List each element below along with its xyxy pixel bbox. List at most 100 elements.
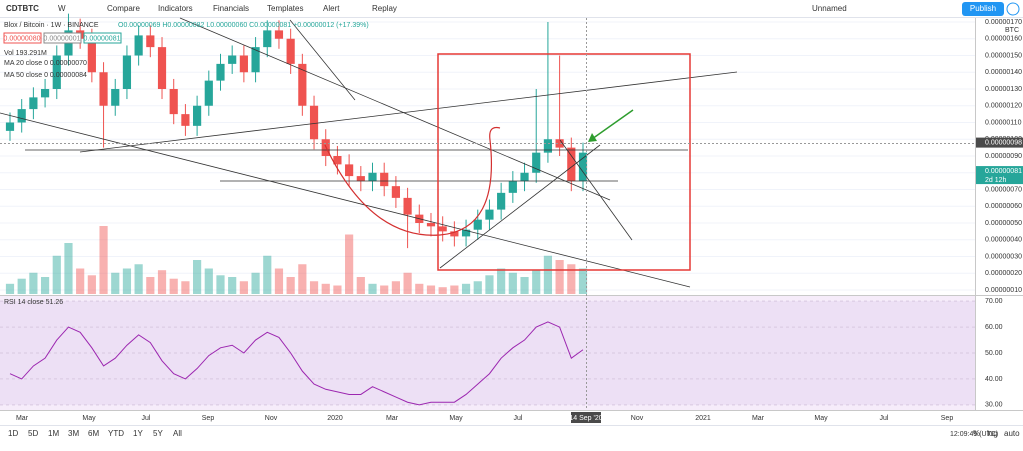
currency-label: BTC (1005, 27, 1019, 34)
drawings (0, 17, 975, 410)
range-button[interactable]: 6M (88, 429, 99, 438)
volume-bar (415, 283, 424, 294)
range-button[interactable]: YTD (108, 429, 124, 438)
volume-bar (29, 272, 38, 294)
range-button[interactable]: 5D (28, 429, 38, 438)
candle-body (5, 122, 15, 131)
candle-body (543, 139, 553, 153)
clock: 12:09:45 (UTC) (950, 431, 998, 438)
legend-rsi: RSI 14 close 51.26 (4, 299, 63, 306)
range-button[interactable]: 1M (48, 429, 59, 438)
interval[interactable]: W (58, 4, 66, 13)
range-button[interactable]: 5Y (153, 429, 163, 438)
time-label: Jul (142, 415, 151, 422)
price-box (3, 32, 42, 44)
symbol[interactable]: CDTBTC (6, 4, 39, 13)
toolbar-button[interactable]: Replay (372, 4, 397, 13)
volume-bar (122, 268, 132, 294)
time-label: Jul (514, 415, 523, 422)
scale-option[interactable]: % (973, 429, 980, 438)
candle-body (274, 30, 284, 39)
scale-option[interactable]: log (987, 429, 998, 438)
range-button[interactable]: 1D (8, 429, 18, 438)
arrow-head (588, 133, 597, 142)
range-button[interactable]: All (173, 429, 182, 438)
range-button[interactable]: 3M (68, 429, 79, 438)
volume-bar (485, 275, 494, 294)
time-label: May (814, 415, 828, 422)
candle-body (146, 35, 155, 48)
volume-bar (555, 260, 564, 294)
volume-bar (87, 275, 96, 294)
y-tick-label: 0.00000040 (985, 237, 1022, 244)
rsi-line (9, 321, 584, 406)
volume-bar (40, 277, 50, 294)
candle-body (485, 209, 494, 220)
candle-body (286, 38, 295, 64)
candle-body (473, 219, 482, 230)
volume-bar (52, 255, 61, 294)
volume-bar (473, 281, 482, 294)
toolbar-button[interactable]: Alert (323, 4, 340, 13)
volume-bar (321, 283, 330, 294)
time-label: 14 Sep '20 (569, 415, 602, 422)
trend-line (79, 71, 738, 153)
volume-bar (356, 277, 365, 294)
candle-body (380, 172, 389, 187)
candle-body (228, 55, 237, 64)
time-label: Sep (202, 415, 215, 422)
candle-body (368, 172, 377, 182)
y-tick-label: 0.00000060 (985, 203, 1022, 210)
time-label: 2021 (695, 415, 711, 422)
candle-body (99, 72, 108, 106)
range-button[interactable]: 1Y (133, 429, 143, 438)
toolbar-button[interactable]: Compare (107, 4, 140, 13)
legend-volume: Vol 193.291M (4, 50, 47, 57)
y-tick-label: 0.00000160 (985, 36, 1022, 43)
publish-label[interactable]: Publish (970, 4, 996, 13)
candle-body (391, 186, 400, 198)
y-tick-label: 0.00000170 (985, 19, 1022, 26)
price-box-label: 0.00000081 (84, 35, 121, 42)
time-label: Nov (631, 415, 644, 422)
y-tick-label: 0.00000070 (985, 186, 1022, 193)
candle-body (438, 226, 447, 232)
volume-bar (368, 283, 377, 294)
scale-option[interactable]: auto (1004, 429, 1020, 438)
legend-ma50: MA 50 close 0 0.00000084 (4, 72, 87, 79)
price-box-label: 0.00000080 (4, 35, 41, 42)
y-tick-label: 0.00000030 (985, 253, 1022, 260)
rsi-tick-label: 60.00 (985, 324, 1003, 331)
publish-button[interactable] (962, 2, 1004, 16)
candle-body (29, 97, 38, 110)
volume-bar (532, 270, 541, 294)
crosshair-price: 0.00000098 (985, 139, 1022, 146)
y-tick-label: 0.00000140 (985, 69, 1022, 76)
volume-bar (543, 255, 553, 294)
candle-body (157, 47, 167, 89)
volume-bar (17, 278, 26, 294)
candle-body (578, 152, 588, 182)
time-crosshair-bg (571, 412, 601, 423)
toolbar-button[interactable]: Indicators (158, 4, 193, 13)
candle-body (426, 223, 436, 227)
play-icon[interactable] (1006, 2, 1020, 16)
volume-bar (426, 285, 436, 294)
volume-bar (333, 285, 342, 294)
trend-line (0, 112, 691, 288)
y-tick-label: 0.00000090 (985, 153, 1022, 160)
toolbar-button[interactable]: Templates (267, 4, 303, 13)
candle-body (520, 172, 529, 182)
candle-body (193, 105, 202, 126)
price-box (83, 32, 122, 44)
candle-body (52, 55, 61, 89)
volume-bar (450, 285, 459, 294)
toolbar-button[interactable]: Financials (213, 4, 249, 13)
y-tick-label: 0.00000020 (985, 270, 1022, 277)
time-label: Jul (880, 415, 889, 422)
crosshair-price-bg (976, 137, 1023, 148)
legend-ohlc: O0.00000069 H0.00000082 L0.00000060 C0.0… (118, 22, 369, 29)
volume-bar (438, 287, 447, 294)
layout-name[interactable]: Unnamed (812, 4, 847, 13)
